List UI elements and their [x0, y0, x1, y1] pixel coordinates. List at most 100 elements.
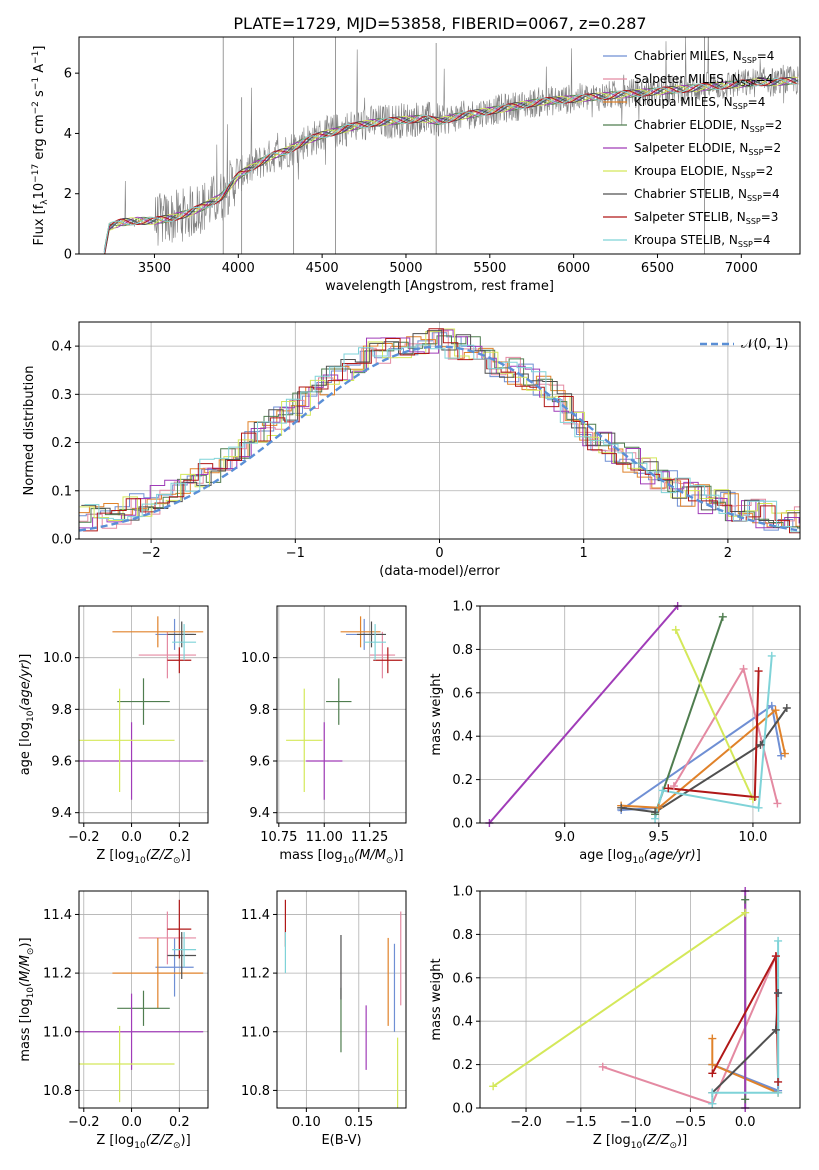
gaussian-curve: [79, 345, 798, 532]
legend-label: Kroupa ELODIE, NSSP=2: [634, 164, 773, 180]
histogram-chabrier-miles: [79, 332, 800, 531]
x-tick-label: 4500: [306, 261, 339, 276]
y-tick-label: 0.0: [452, 817, 473, 832]
weight-marker-kroupa-stelib: [774, 936, 783, 945]
axes-frame: [479, 890, 801, 1109]
weight-marker-chabrier-stelib: [782, 703, 791, 712]
legend-label: Chabrier ELODIE, NSSP=2: [634, 118, 782, 134]
axes-frame: [276, 890, 407, 1109]
weight-marker-chabrier-miles: [767, 701, 776, 710]
legend-label: Kroupa STELIB, NSSP=4: [634, 233, 771, 249]
chart-weight_vs_age: 9.0 9.5 10.0 0.0 0.2 0.4 0.6 0.8 1.0 age [log10(a…: [429, 600, 801, 866]
x-tick-label: 9.5: [648, 830, 669, 845]
legend-label: 𝒩(0, 1): [741, 337, 788, 352]
y-tick-label: 10.0: [43, 651, 72, 666]
y-tick-label: 0.8: [452, 643, 473, 658]
weight-marker-chabrier-elodie: [718, 612, 727, 621]
weight-line-chabrier-stelib: [621, 707, 788, 814]
weight-marker-kroupa-miles: [780, 749, 789, 758]
x-tick-label: −1.0: [620, 1115, 652, 1130]
grid-lines: [277, 606, 406, 823]
x-tick-label: 10.75: [260, 830, 297, 845]
legend-label: Salpeter MILES, NSSP=4: [634, 72, 773, 88]
x-tick-label: −1.5: [565, 1115, 597, 1130]
x-tick-label: 6000: [557, 261, 590, 276]
y-tick-label: 0.4: [452, 730, 473, 745]
axes-frame: [276, 605, 407, 824]
weight-marker-kroupa-elodie: [489, 1082, 498, 1091]
y-tick-label: 0.0: [51, 533, 72, 548]
y-tick-label: 10.0: [241, 651, 270, 666]
axes-frame: [78, 36, 801, 255]
y-tick-label: 10.8: [241, 1084, 270, 1099]
weight-marker-kroupa-stelib: [658, 786, 667, 795]
weight-marker-chabrier-stelib: [756, 740, 765, 749]
x-tick-label: 0.2: [169, 1115, 190, 1130]
weight-marker-kroupa-stelib: [754, 803, 763, 812]
weight-marker-salpeter-stelib: [708, 1069, 717, 1078]
chart-mass_vs_Z: −0.2 0.0 0.2 10.8 11.0 11.2 11.4 Z [log10(Z/Z⊙)…: [18, 890, 209, 1151]
weight-line-chabrier-miles: [617, 704, 783, 812]
x-tick-label: 5000: [389, 261, 422, 276]
y-tick-label: 9.4: [249, 806, 270, 821]
model-line-salpeter-stelib: [104, 77, 799, 254]
weight-line-kroupa-miles: [621, 708, 786, 809]
y-axis-label: mass weight: [429, 958, 444, 1040]
weight-marker-kroupa-miles: [771, 706, 780, 715]
weight-marker-kroupa-stelib: [708, 1099, 717, 1108]
weight-marker-salpeter-miles: [739, 664, 748, 673]
axes-frame: [78, 605, 209, 824]
x-tick-label: 11.25: [351, 830, 388, 845]
y-tick-label: 9.8: [51, 703, 72, 718]
x-tick-label: −0.2: [68, 1115, 100, 1130]
x-axis-label: Z [log10(Z/Z⊙)]: [96, 1133, 190, 1151]
x-tick-label: 7000: [725, 261, 758, 276]
weight-marker-salpeter-miles: [773, 799, 782, 808]
chart-age_vs_Z: −0.2 0.0 0.2 9.4 9.6 9.8 10.0 Z [log10(Z/Z⊙)] ag…: [18, 605, 209, 866]
weight-line-chabrier-elodie: [654, 616, 724, 815]
y-tick-label: 11.2: [43, 967, 72, 982]
weight-marker-kroupa-stelib: [774, 1088, 783, 1097]
weight-marker-kroupa-miles: [708, 1034, 717, 1043]
histogram-kroupa-miles: [79, 336, 800, 528]
y-tick-label: 0.1: [51, 484, 72, 499]
x-axis-label: Z [log10(Z/Z⊙)]: [593, 1133, 687, 1151]
x-tick-label: 0: [435, 546, 443, 561]
y-tick-label: 9.6: [249, 755, 270, 770]
y-tick-label: 0.8: [452, 928, 473, 943]
x-axis-label: wavelength [Angstrom, rest frame]: [325, 279, 554, 294]
histogram-salpeter-elodie: [79, 329, 800, 529]
chart-age_vs_mass: 10.75 11.00 11.25 9.4 9.6 9.8 10.0 mass [log10(…: [241, 605, 407, 866]
weight-marker-salpeter-stelib: [774, 1077, 783, 1086]
x-tick-label: 0.15: [344, 1115, 373, 1130]
x-tick-label: 10.0: [738, 830, 767, 845]
x-tick-label: 6500: [641, 261, 674, 276]
histogram-kroupa-stelib: [84, 344, 800, 533]
x-axis-label: mass [log10(M/M⊙)]: [279, 848, 403, 866]
y-tick-label: 0.2: [452, 1058, 473, 1073]
y-tick-label: 0.0: [452, 1102, 473, 1117]
legend-label: Chabrier MILES, NSSP=4: [634, 49, 774, 65]
weight-marker-salpeter-miles: [669, 782, 678, 791]
x-tick-label: −0.2: [68, 830, 100, 845]
x-tick-label: 0.0: [121, 1115, 142, 1130]
weight-marker-chabrier-stelib: [771, 1025, 780, 1034]
chart-mass_vs_ebv: 0.10 0.15 10.8 11.0 11.2 11.4 E(B-V): [241, 890, 407, 1148]
y-tick-label: 11.0: [241, 1025, 270, 1040]
axes-frame: [479, 605, 801, 824]
x-tick-label: 1: [580, 546, 588, 561]
x-tick-label: 5500: [473, 261, 506, 276]
chart-spectrum: 3500 4000 4500 5000 5500 6000 6500 7000 0 2 4 6 wave…: [31, 36, 801, 294]
y-tick-label: 0.6: [452, 686, 473, 701]
x-axis-label: Z [log10(Z/Z⊙)]: [96, 848, 190, 866]
weight-marker-chabrier-stelib: [617, 803, 626, 812]
y-tick-label: 9.4: [51, 806, 72, 821]
x-axis-label: (data-model)/error: [379, 564, 500, 579]
y-tick-label: 9.8: [249, 703, 270, 718]
legend-label: Kroupa MILES, NSSP=4: [634, 95, 765, 111]
y-tick-label: 0.2: [51, 436, 72, 451]
x-tick-label: 0.2: [169, 830, 190, 845]
chart-weight_vs_Z: −2.0 −1.5 −1.0 −0.5 0.0 0.0 0.2 0.4 0.6 0.8 1.0 Z […: [429, 885, 801, 1151]
weight-marker-kroupa-miles: [708, 1060, 717, 1069]
